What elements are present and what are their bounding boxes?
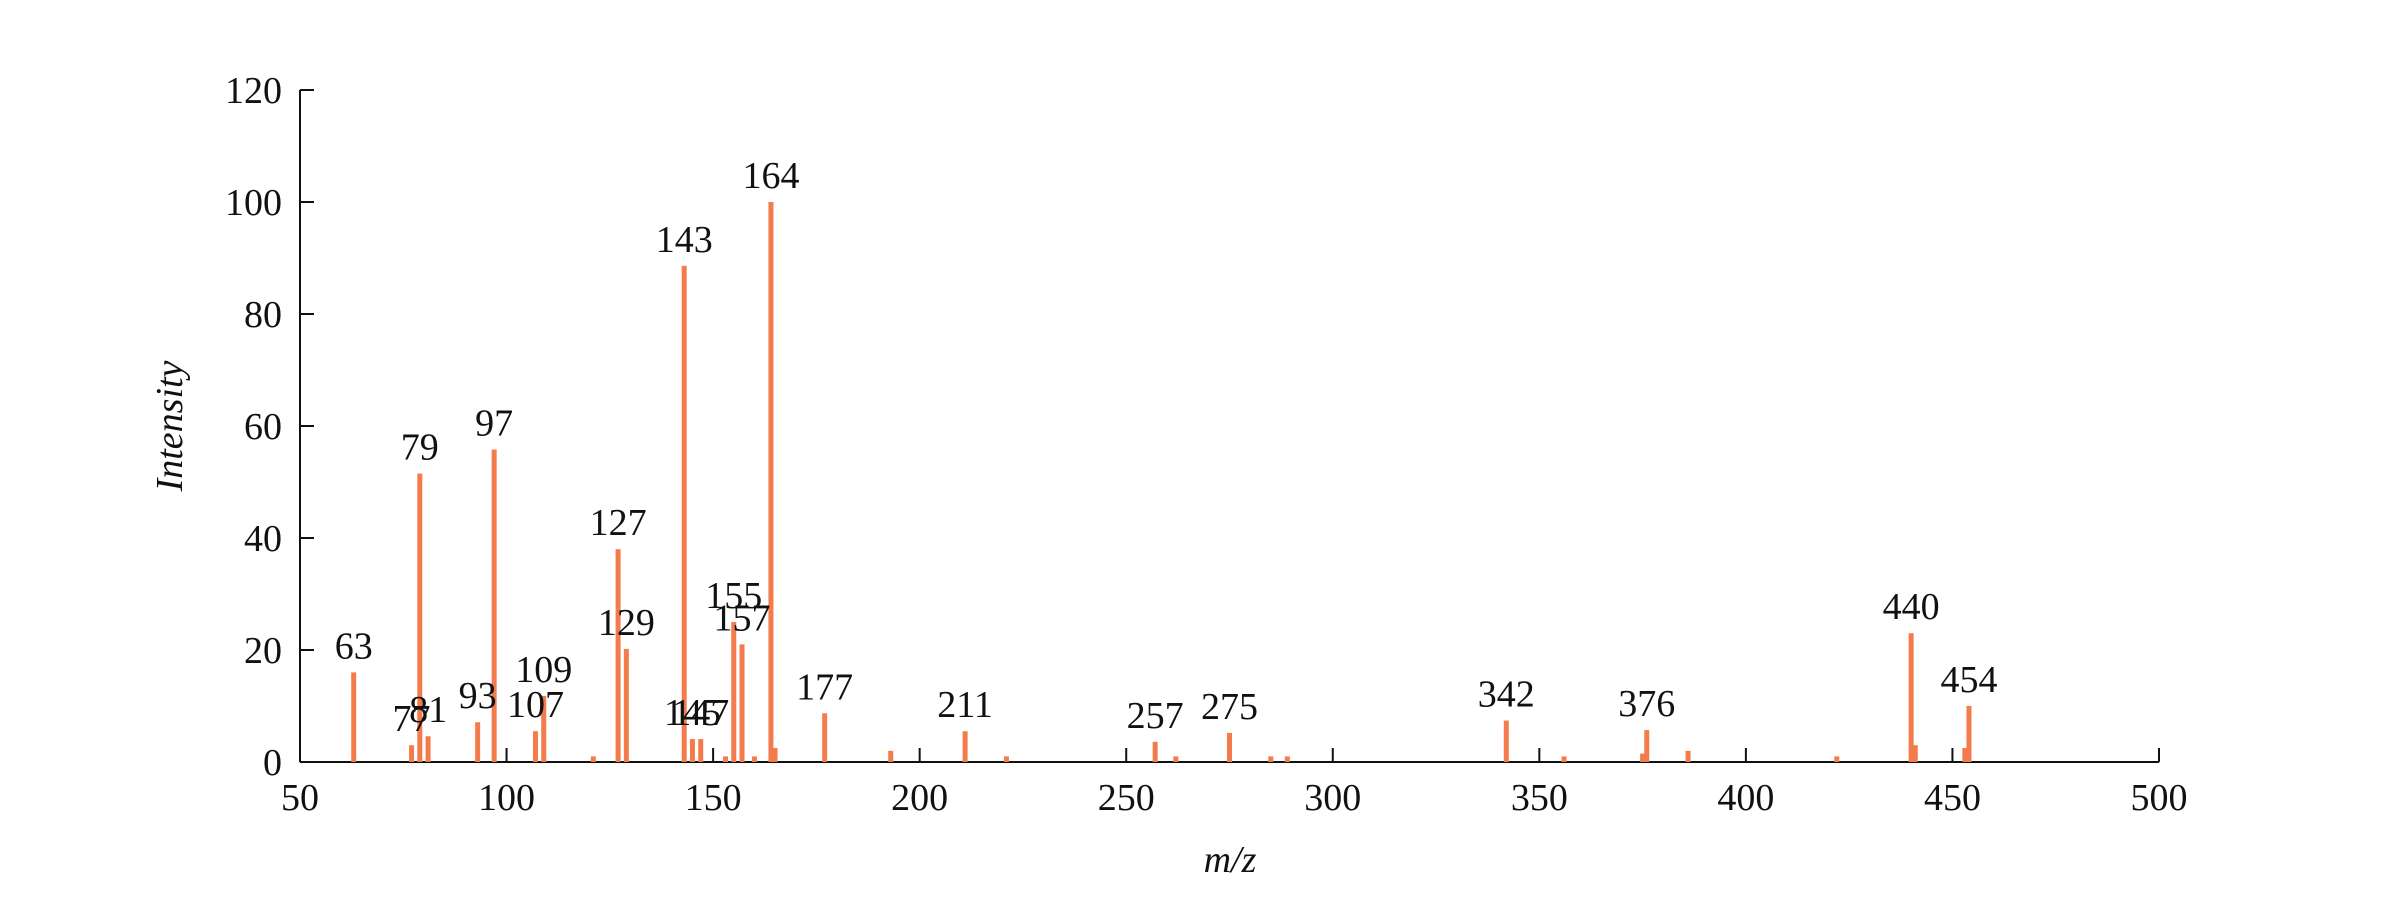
- peak: [751, 756, 757, 762]
- peak-label: 257: [1127, 695, 1184, 737]
- peak: [1912, 745, 1918, 762]
- y-tick-label: 120: [225, 70, 282, 112]
- peak: [681, 265, 687, 762]
- peak: [409, 745, 415, 762]
- peak: [1227, 732, 1232, 762]
- peak-label: 342: [1478, 674, 1535, 716]
- x-axis-label: m/z: [1204, 839, 1257, 881]
- peak: [1173, 756, 1179, 762]
- peak: [1962, 748, 1968, 762]
- x-tick-label: 350: [1511, 777, 1568, 819]
- y-tick-label: 100: [225, 182, 282, 224]
- peak: [731, 622, 737, 762]
- peak: [417, 473, 423, 762]
- peak: [888, 750, 894, 762]
- peak-label: 77: [393, 698, 431, 740]
- peak: [822, 713, 828, 762]
- peak: [623, 648, 629, 762]
- y-tick-label: 60: [244, 406, 282, 448]
- y-tick-label: 20: [244, 630, 282, 672]
- peak: [475, 722, 481, 762]
- peak-label: 109: [515, 649, 572, 691]
- peak-label: 177: [796, 666, 853, 708]
- x-tick-label: 400: [1717, 777, 1774, 819]
- peak-label: 97: [475, 403, 513, 445]
- peak: [615, 549, 621, 762]
- peak: [1685, 750, 1691, 762]
- peak-label: 81: [409, 689, 447, 731]
- peak: [1834, 756, 1840, 762]
- x-tick-label: 150: [685, 777, 742, 819]
- peak-label: 143: [656, 219, 713, 261]
- peak: [1561, 756, 1567, 762]
- y-tick-label: 80: [244, 294, 282, 336]
- peak: [1152, 741, 1158, 762]
- x-tick-label: 200: [891, 777, 948, 819]
- peak: [962, 731, 968, 762]
- peak: [590, 756, 596, 762]
- x-tick-label: 450: [1924, 777, 1981, 819]
- peak: [1640, 753, 1646, 762]
- peak-label: 211: [937, 684, 993, 726]
- peak: [351, 672, 357, 762]
- peak: [772, 748, 778, 762]
- peak-label: 275: [1201, 686, 1258, 728]
- peak-label: 147: [672, 692, 729, 734]
- peak-label: 79: [401, 427, 439, 469]
- peak: [739, 644, 745, 762]
- peak: [1908, 633, 1914, 762]
- peak-label: 155: [705, 575, 762, 617]
- peak-label: 107: [507, 684, 564, 726]
- peak: [532, 731, 538, 762]
- peak: [1966, 706, 1972, 762]
- peak: [723, 756, 729, 762]
- peak: [689, 739, 695, 762]
- peak: [768, 202, 774, 762]
- peak: [491, 449, 497, 762]
- peak-label: 145: [664, 692, 721, 734]
- peak: [1284, 756, 1290, 762]
- y-axis-label: Intensity: [149, 360, 191, 492]
- peak: [1003, 756, 1009, 762]
- peak: [1644, 730, 1650, 762]
- peak: [541, 695, 547, 762]
- peak: [425, 736, 431, 762]
- x-tick-label: 100: [478, 777, 535, 819]
- peak: [1503, 720, 1509, 762]
- peak: [1268, 756, 1274, 762]
- x-tick-label: 300: [1304, 777, 1361, 819]
- y-tick-label: 40: [244, 518, 282, 560]
- peak-label: 164: [742, 155, 799, 197]
- y-tick-label: 0: [263, 742, 282, 784]
- peak-label: 454: [1940, 659, 1997, 701]
- peak-label: 157: [714, 597, 771, 639]
- peak: [698, 739, 704, 762]
- x-tick-label: 50: [281, 777, 319, 819]
- x-tick-label: 500: [2131, 777, 2188, 819]
- peak-label: 127: [590, 502, 647, 544]
- x-tick-label: 250: [1098, 777, 1155, 819]
- peak-label: 63: [335, 625, 373, 667]
- peak-label: 93: [459, 675, 497, 717]
- peak-label: 129: [598, 602, 655, 644]
- peak-label: 440: [1883, 586, 1940, 628]
- peak-label: 376: [1618, 683, 1675, 725]
